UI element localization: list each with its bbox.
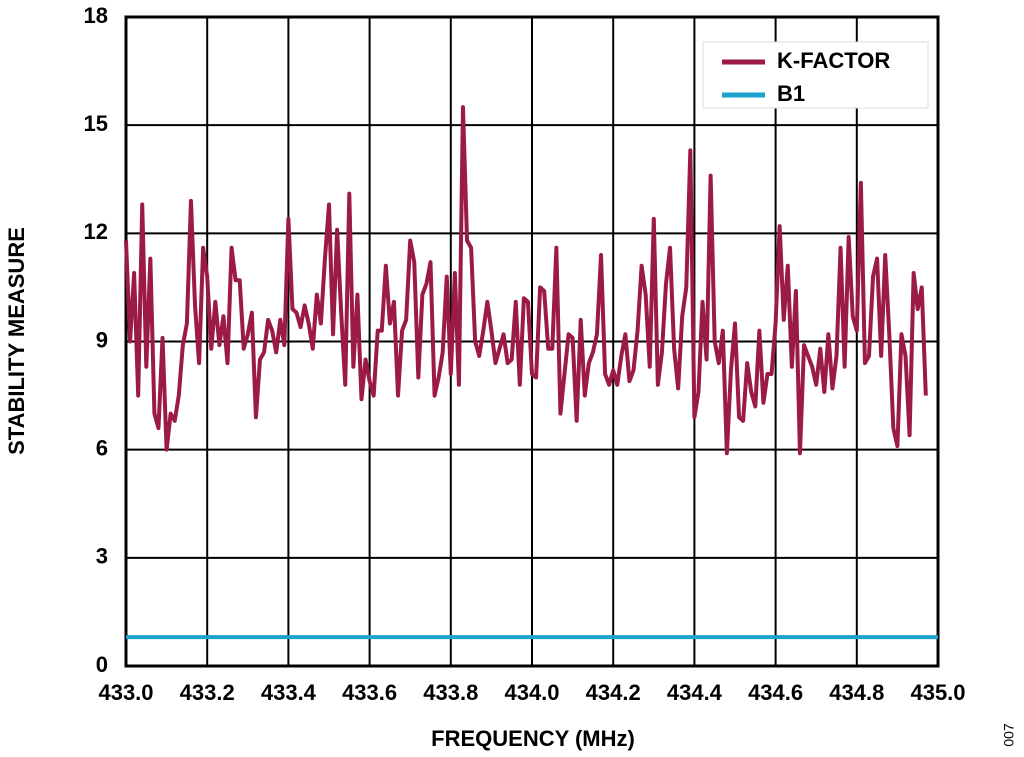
y-tick-label: 15 (84, 111, 108, 136)
y-tick-label: 0 (96, 652, 108, 677)
figure-id: 007 (1001, 723, 1017, 747)
y-tick-label: 18 (84, 3, 108, 28)
x-tick-label: 434.6 (748, 680, 803, 705)
x-tick-label: 434.2 (586, 680, 641, 705)
x-axis-title: FREQUENCY (MHz) (431, 726, 635, 751)
y-tick-label: 9 (96, 327, 108, 352)
y-tick-label: 6 (96, 435, 108, 460)
x-tick-label: 433.4 (261, 680, 317, 705)
x-tick-label: 433.8 (423, 680, 478, 705)
legend-label: B1 (777, 81, 805, 106)
x-tick-label: 435.0 (910, 680, 965, 705)
x-tick-label: 434.0 (504, 680, 559, 705)
x-tick-label: 433.2 (180, 680, 235, 705)
series-line (124, 105, 928, 456)
x-tick-label: 434.8 (829, 680, 884, 705)
y-tick-label: 3 (96, 544, 108, 569)
x-tick-label: 433.6 (342, 680, 397, 705)
x-tick-label: 433.0 (98, 680, 153, 705)
x-tick-label: 434.4 (667, 680, 723, 705)
y-tick-label: 12 (84, 219, 108, 244)
y-axis-title: STABILITY MEASURE (4, 227, 29, 455)
legend-label: K-FACTOR (777, 48, 890, 73)
plot-frame (124, 15, 940, 668)
